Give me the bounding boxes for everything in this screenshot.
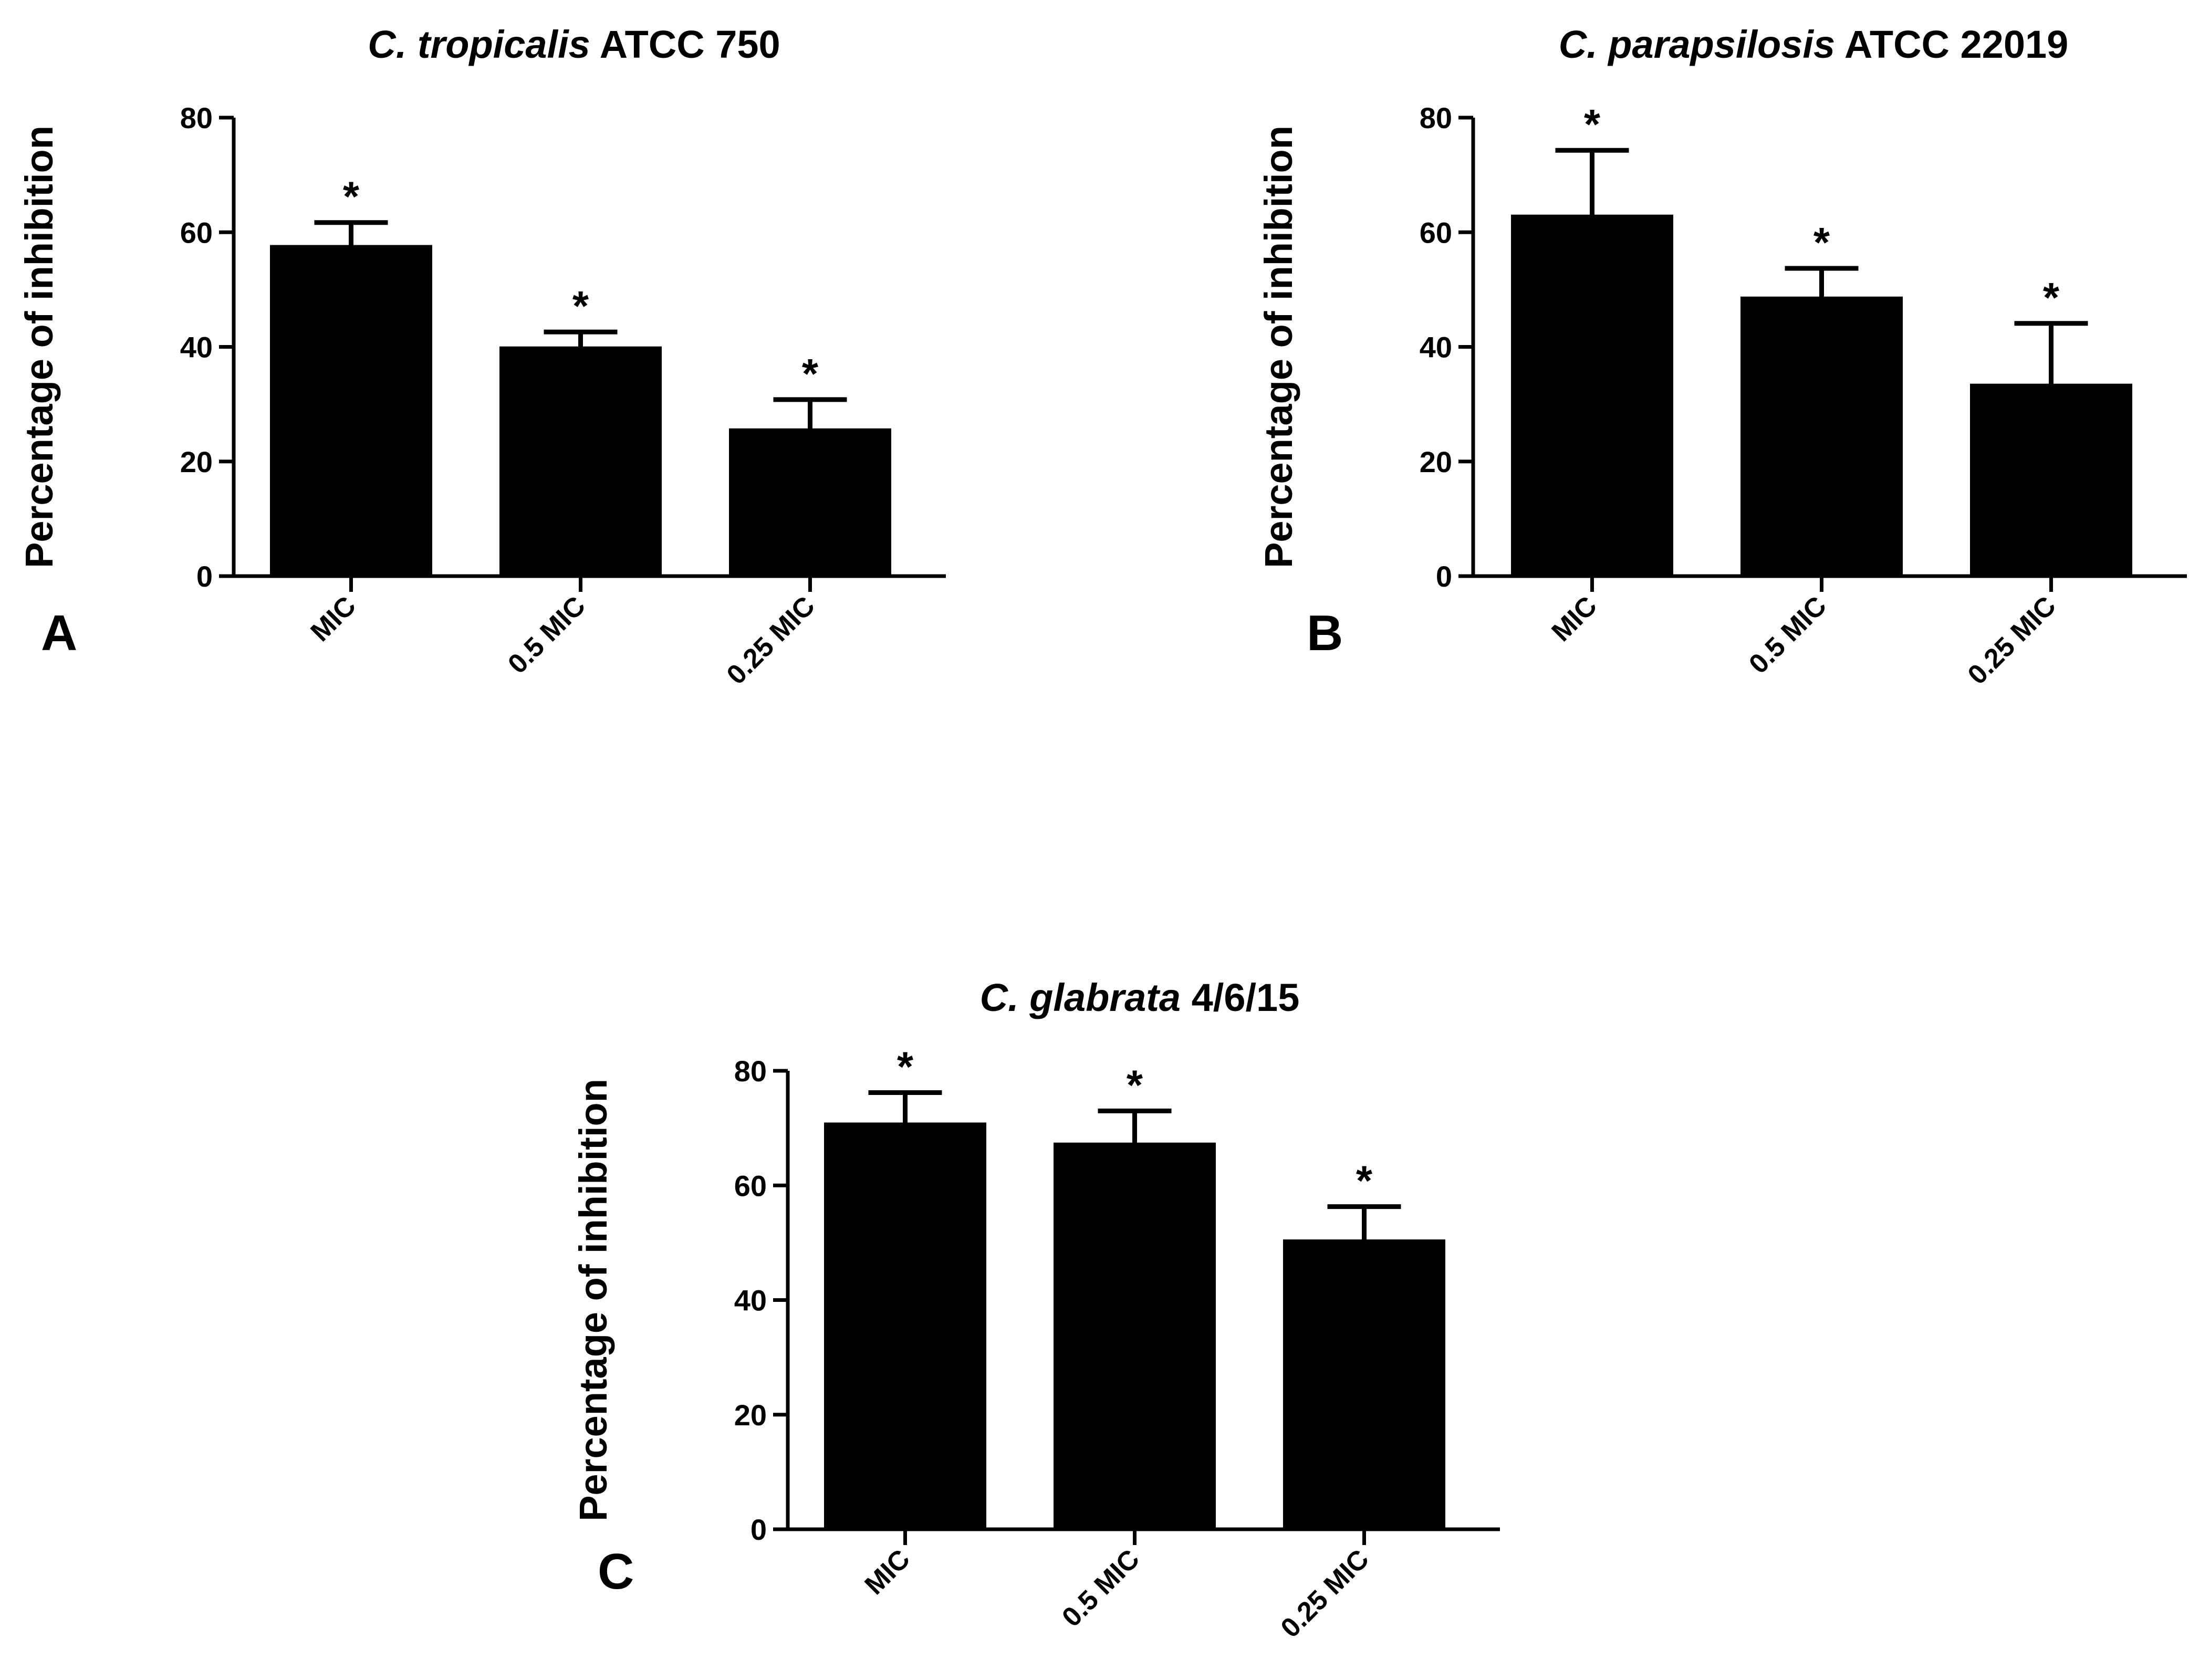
y-tick-label: 20 xyxy=(180,445,213,478)
significance-mark: * xyxy=(897,1043,914,1090)
significance-mark: * xyxy=(1127,1061,1143,1108)
y-tick-label: 80 xyxy=(734,1055,767,1088)
panel-letter: B xyxy=(1307,605,1343,661)
bar-mic xyxy=(824,1122,986,1531)
y-tick-label: 40 xyxy=(1420,331,1452,364)
panel-letter: C xyxy=(598,1543,634,1600)
bar-0-5-mic xyxy=(1740,296,1903,578)
panel-letter: A xyxy=(41,605,77,661)
y-tick-label: 60 xyxy=(1420,216,1452,249)
chart-title-species: C. tropicalis xyxy=(368,23,590,66)
y-tick-label: 0 xyxy=(750,1513,767,1546)
significance-mark: * xyxy=(343,173,360,220)
y-tick-label: 80 xyxy=(1420,101,1452,134)
significance-mark: * xyxy=(1584,101,1601,148)
bar-0-25-mic xyxy=(1283,1239,1445,1531)
bar-0-5-mic xyxy=(499,346,662,578)
chart-title-strain: ATCC 750 xyxy=(590,23,780,66)
y-tick-label: 60 xyxy=(180,216,213,249)
y-tick-label: 60 xyxy=(734,1169,767,1202)
y-axis-label: Percentage of inhibition xyxy=(571,1079,615,1521)
significance-mark: * xyxy=(802,350,819,397)
y-axis-label: Percentage of inhibition xyxy=(1257,126,1300,568)
significance-mark: * xyxy=(1356,1157,1373,1204)
chart-title: C. glabrata 4/6/15 xyxy=(980,976,1300,1019)
chart-title: C. tropicalis ATCC 750 xyxy=(368,23,780,66)
y-tick-label: 80 xyxy=(180,101,213,134)
significance-mark: * xyxy=(2043,274,2060,321)
chart-title-strain: ATCC 22019 xyxy=(1835,23,2068,66)
y-tick-label: 20 xyxy=(1420,445,1452,478)
chart-title-species: C. parapsilosis xyxy=(1559,23,1835,66)
y-tick-label: 20 xyxy=(734,1399,767,1432)
y-tick-label: 0 xyxy=(1436,560,1452,593)
y-tick-label: 40 xyxy=(180,331,213,364)
bar-mic xyxy=(1511,214,1673,578)
bar-0-5-mic xyxy=(1054,1142,1216,1531)
chart-title-species: C. glabrata xyxy=(980,976,1181,1019)
bar-0-25-mic xyxy=(1970,383,2132,578)
significance-mark: * xyxy=(1813,219,1830,266)
chart-title: C. parapsilosis ATCC 22019 xyxy=(1559,23,2069,66)
chart-title-strain: 4/6/15 xyxy=(1181,976,1299,1019)
bar-mic xyxy=(270,245,432,578)
y-tick-label: 0 xyxy=(196,560,213,593)
significance-mark: * xyxy=(572,283,589,329)
bar-0-25-mic xyxy=(729,428,891,578)
y-tick-label: 40 xyxy=(734,1284,767,1317)
y-axis-label: Percentage of inhibition xyxy=(17,126,61,568)
